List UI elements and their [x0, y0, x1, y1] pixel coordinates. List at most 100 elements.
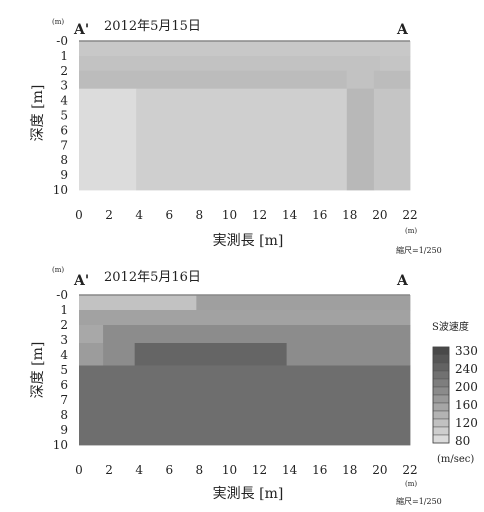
- right-endpoint-label: A: [396, 273, 409, 289]
- y-tick-label: 8: [60, 153, 68, 167]
- x-axis-label: 実測長 [m]: [213, 486, 284, 502]
- x-tick-labels: 0 2 4 6 8 10 12 14 16 18 20 22: [75, 208, 417, 222]
- heatmap-cell-2: [379, 55, 411, 72]
- heatmap-cell-3: [79, 325, 104, 344]
- legend-swatch: [432, 418, 450, 428]
- survey-date: 2012年5月15日: [104, 19, 201, 34]
- x-tick-label: 0: [75, 463, 83, 477]
- x-tick-label: 18: [342, 463, 357, 477]
- y-tick-label: 1: [60, 49, 68, 63]
- y-tick-label: 2: [60, 318, 68, 332]
- y-tick-label: 3: [60, 79, 68, 93]
- x-unit-mark: (m): [405, 480, 417, 488]
- legend-swatch: [432, 378, 450, 388]
- y-tick-label: 6: [60, 123, 68, 137]
- scale-note: 縮尺=1/250: [396, 496, 442, 506]
- heatmap-cells: [79, 294, 411, 446]
- legend-swatch: [432, 370, 450, 380]
- legend-swatch: [432, 402, 450, 412]
- heatmap-cell-6: [79, 88, 137, 191]
- legend-label: 80: [455, 434, 470, 448]
- left-endpoint-label: A': [73, 273, 89, 289]
- legend-swatch: [432, 434, 450, 444]
- heatmap-cell-8: [346, 88, 375, 191]
- heatmap-cell-1: [196, 295, 411, 311]
- heatmap-cell-9: [373, 88, 411, 191]
- x-tick-labels: 0 2 4 6 8 10 12 14 16 18 20 22: [75, 463, 417, 477]
- x-tick-label: 16: [312, 208, 327, 222]
- y-tick-label: 10: [53, 438, 68, 452]
- y-tick-label: 2: [60, 64, 68, 78]
- y-tick-label: 7: [60, 393, 68, 407]
- y-tick-label: 5: [60, 363, 68, 377]
- heatmap-cell-4: [346, 70, 375, 90]
- heatmap-cell-7: [134, 343, 288, 366]
- legend-label: 160: [455, 398, 478, 412]
- y-tick-label: 1: [60, 303, 68, 317]
- legend-swatch: [432, 386, 450, 396]
- x-axis-label: 実測長 [m]: [213, 233, 284, 249]
- y-tick-label: 4: [60, 348, 68, 362]
- legend-swatch: [432, 410, 450, 420]
- y-tick-label: 9: [60, 423, 68, 437]
- x-tick-label: 0: [75, 208, 83, 222]
- x-tick-label: 8: [196, 463, 204, 477]
- x-tick-label: 10: [222, 463, 237, 477]
- x-tick-label: 22: [402, 208, 417, 222]
- y-axis-label: 深度 [m]: [30, 342, 46, 399]
- legend-swatch: [432, 346, 450, 356]
- legend-swatch: [432, 426, 450, 436]
- x-tick-label: 10: [222, 208, 237, 222]
- heatmap-cell-8: [286, 343, 411, 366]
- legend-label: 240: [455, 362, 478, 376]
- y-tick-label: 9: [60, 168, 68, 182]
- heatmap-cells: [79, 40, 411, 191]
- survey-date: 2012年5月16日: [104, 270, 201, 285]
- left-endpoint-label: A': [73, 22, 89, 38]
- x-tick-label: 2: [105, 208, 113, 222]
- heatmap-cell-0: [79, 41, 411, 57]
- x-tick-label: 4: [135, 463, 143, 477]
- legend-label: 330: [455, 344, 478, 358]
- y-unit-mark: (m): [52, 18, 64, 26]
- right-endpoint-label: A: [396, 22, 409, 38]
- heatmap-cell-3: [79, 70, 348, 90]
- heatmap-cell-9: [79, 365, 411, 446]
- y-tick-label: 3: [60, 333, 68, 347]
- heatmap-cell-7: [136, 88, 348, 191]
- x-tick-label: 6: [165, 208, 173, 222]
- heatmap-cell-0: [79, 295, 197, 311]
- x-unit-mark: (m): [405, 227, 417, 235]
- legend-swatch: [432, 362, 450, 372]
- y-axis-label: 深度 [m]: [30, 85, 46, 142]
- x-tick-label: 4: [135, 208, 143, 222]
- legend-label: 200: [455, 380, 478, 394]
- x-tick-label: 18: [342, 208, 357, 222]
- x-tick-label: 6: [165, 463, 173, 477]
- heatmap-cell-4: [103, 325, 411, 344]
- x-tick-label: 14: [282, 463, 298, 477]
- x-tick-label: 20: [372, 208, 387, 222]
- heatmap-cell-5: [373, 70, 411, 90]
- y-tick-label: 10: [53, 183, 68, 197]
- heatmap-cell-6: [103, 343, 136, 366]
- x-tick-label: 12: [252, 463, 267, 477]
- heatmap-cell-5: [79, 343, 104, 366]
- y-tick-label: 8: [60, 408, 68, 422]
- legend-labels: 330 240 200 160 120 80: [455, 344, 478, 448]
- x-tick-label: 12: [252, 208, 267, 222]
- x-tick-label: 20: [372, 463, 387, 477]
- velocity-legend: S波速度 330 240 200 160 120 80 (m/sec): [432, 320, 478, 465]
- legend-swatches: [432, 346, 450, 444]
- legend-label: 120: [455, 416, 478, 430]
- y-tick-label: 6: [60, 378, 68, 392]
- scale-note: 縮尺=1/250: [396, 245, 442, 255]
- x-tick-label: 16: [312, 463, 327, 477]
- y-tick-label: 4: [60, 94, 68, 108]
- x-tick-label: 2: [105, 463, 113, 477]
- y-tick-label: -0: [56, 34, 68, 48]
- x-tick-label: 8: [196, 208, 204, 222]
- legend-unit: (m/sec): [437, 454, 474, 465]
